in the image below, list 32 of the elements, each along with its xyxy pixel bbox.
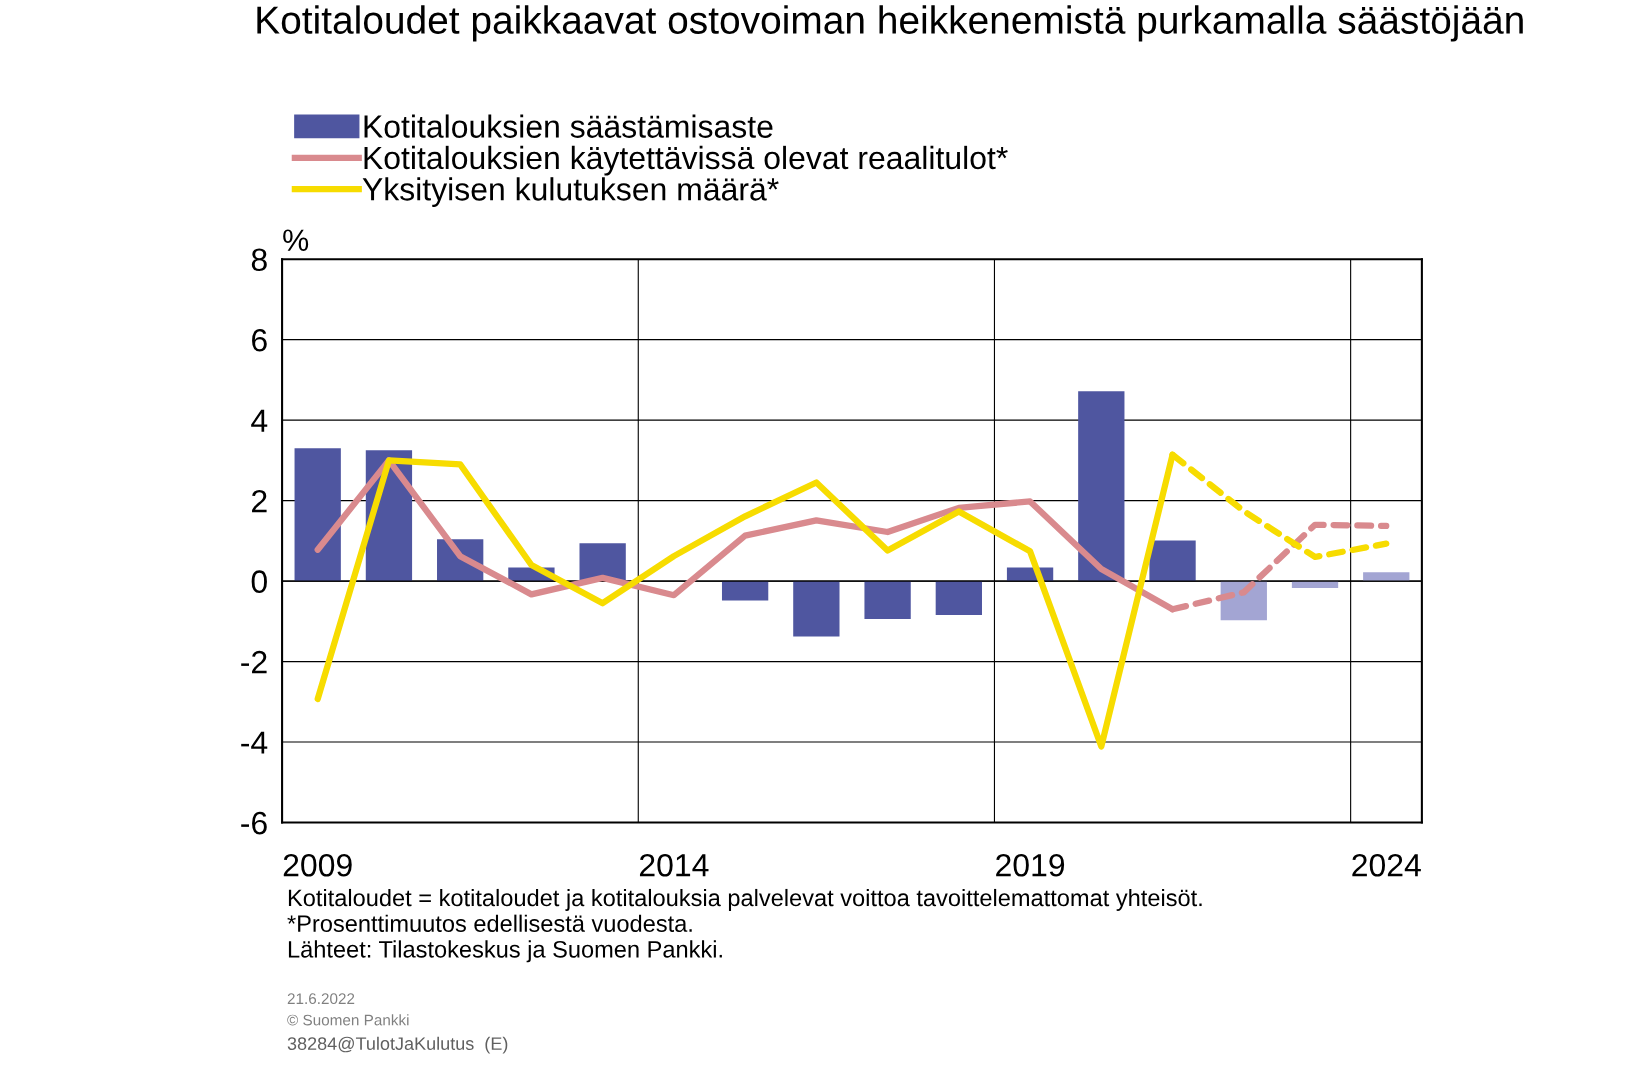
y-tick-label: 8 <box>251 248 267 272</box>
y-tick-label: -2 <box>241 650 267 674</box>
bar <box>1078 391 1125 582</box>
legend-label: Yksityisen kulutuksen määrä* <box>362 177 779 207</box>
text: © Suomen Pankki <box>287 1014 409 1026</box>
x-tick-label: 2014 <box>639 853 709 877</box>
text: *Prosenttimuutos edellisestä vuodesta. <box>287 914 692 932</box>
text: 38284@TulotJaKulutus (E) <box>287 1036 508 1054</box>
y-tick-label: -6 <box>241 811 267 835</box>
y-axis-title: % <box>283 229 309 251</box>
x-tick-label: 2009 <box>283 853 352 877</box>
y-tick-label: 4 <box>251 409 268 432</box>
y-tick-label: -4 <box>241 731 268 754</box>
x-tick-label: 2024 <box>1352 853 1421 877</box>
text: Kotitaloudet = kotitaloudet ja kotitalouksia palvelevat voittoa tavoittelemattomat yhteisöt. <box>288 888 1202 911</box>
legend-label: Kotitalouksien säästämisaste <box>364 114 773 138</box>
chart-title: Kotitaloudet paikkaavat ostovoiman heikkenemistä purkamalla säästöjään <box>257 5 1523 42</box>
bar <box>1363 572 1410 582</box>
bar <box>864 581 911 619</box>
y-tick-label: 0 <box>251 570 267 593</box>
y-tick-label: 2 <box>252 489 267 513</box>
text: 21.6.2022 <box>287 993 355 1005</box>
bar <box>935 581 982 615</box>
text: Lähteet: Tilastokeskus ja Suomen Pankki. <box>288 940 722 963</box>
bar <box>579 543 626 582</box>
bar <box>721 581 769 601</box>
bar <box>793 581 840 637</box>
bar <box>294 448 341 582</box>
bar <box>1149 540 1196 582</box>
y-tick-label: 6 <box>252 328 267 352</box>
legend-label: Kotitalouksien käytettävissä olevat reaalitulot* <box>364 145 1008 176</box>
x-tick-label: 2019 <box>996 853 1065 877</box>
